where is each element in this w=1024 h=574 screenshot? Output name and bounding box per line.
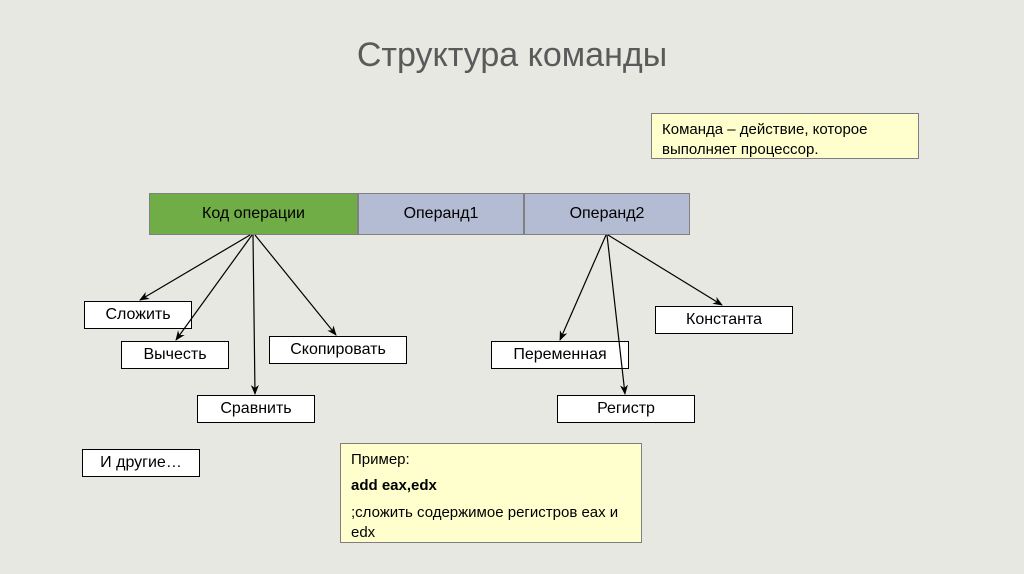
box-add: Сложить [84,301,192,329]
header-cell-label: Код операции [202,205,305,223]
arrow [560,235,606,340]
box-label: И другие… [100,454,182,472]
page-title-text: Структура команды [357,36,667,74]
header-cell-label: Операнд1 [404,205,479,223]
box-label: Регистр [597,400,655,418]
box-label: Константа [686,311,762,329]
header-cell-label: Операнд2 [570,205,645,223]
box-copy: Скопировать [269,336,407,364]
box-const: Константа [655,306,793,334]
box-etc: И другие… [82,449,200,477]
definition-note-text: Команда – действие, которое выполняет пр… [662,121,867,158]
arrow [140,235,250,300]
header-cell-operand1: Операнд1 [358,193,524,235]
page-title: Структура команды [0,36,1024,75]
box-reg: Регистр [557,395,695,423]
box-label: Сравнить [220,400,291,418]
box-sub: Вычесть [121,341,229,369]
arrow [255,235,336,335]
example-note: Пример: add eax,edx ;сложить содержимое … [340,443,642,543]
box-label: Переменная [513,346,606,364]
box-label: Скопировать [290,341,386,359]
arrow [608,235,722,305]
definition-note: Команда – действие, которое выполняет пр… [651,113,919,159]
box-label: Вычесть [143,346,206,364]
header-cell-opcode: Код операции [149,193,358,235]
header-cell-operand2: Операнд2 [524,193,690,235]
example-line3: ;сложить содержимое регистров eax и edx [351,503,631,544]
box-var: Переменная [491,341,629,369]
example-line2: add eax,edx [351,476,631,496]
arrow [253,235,255,394]
arrow [607,235,625,394]
example-line1: Пример: [351,450,631,470]
box-cmp: Сравнить [197,395,315,423]
box-label: Сложить [105,306,170,324]
